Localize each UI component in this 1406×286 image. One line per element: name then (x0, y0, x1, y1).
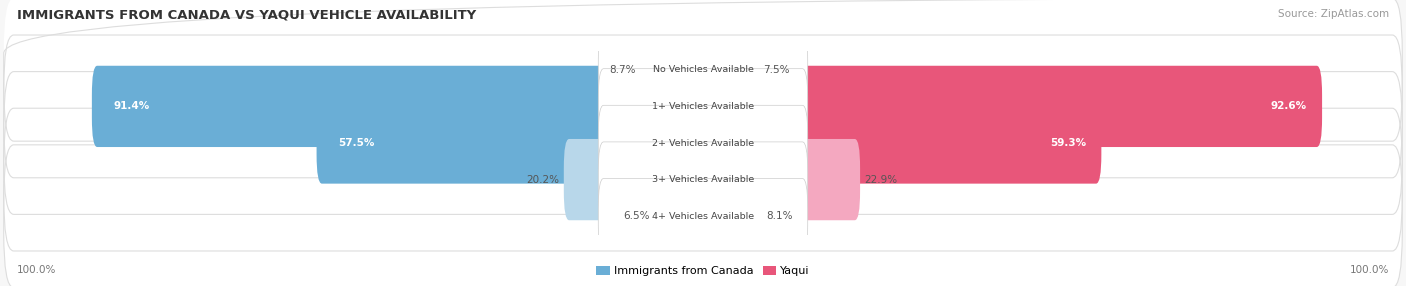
FancyBboxPatch shape (599, 178, 807, 254)
Text: 59.3%: 59.3% (1050, 138, 1085, 148)
FancyBboxPatch shape (4, 108, 1402, 251)
Text: No Vehicles Available: No Vehicles Available (652, 65, 754, 74)
Text: Source: ZipAtlas.com: Source: ZipAtlas.com (1278, 9, 1389, 19)
FancyBboxPatch shape (316, 102, 709, 184)
Text: 20.2%: 20.2% (526, 175, 560, 184)
Text: 2+ Vehicles Available: 2+ Vehicles Available (652, 138, 754, 148)
Text: 1+ Vehicles Available: 1+ Vehicles Available (652, 102, 754, 111)
FancyBboxPatch shape (697, 29, 758, 110)
Text: 8.1%: 8.1% (766, 211, 793, 221)
FancyBboxPatch shape (564, 139, 709, 220)
FancyBboxPatch shape (4, 72, 1402, 214)
Text: 3+ Vehicles Available: 3+ Vehicles Available (652, 175, 754, 184)
FancyBboxPatch shape (697, 139, 860, 220)
FancyBboxPatch shape (4, 35, 1402, 178)
Text: 22.9%: 22.9% (865, 175, 898, 184)
FancyBboxPatch shape (697, 176, 762, 257)
FancyBboxPatch shape (91, 66, 709, 147)
FancyBboxPatch shape (599, 142, 807, 217)
FancyBboxPatch shape (4, 145, 1402, 286)
Text: 100.0%: 100.0% (1350, 265, 1389, 275)
Legend: Immigrants from Canada, Yaqui: Immigrants from Canada, Yaqui (592, 261, 814, 281)
Text: 7.5%: 7.5% (762, 65, 789, 75)
FancyBboxPatch shape (599, 105, 807, 181)
FancyBboxPatch shape (697, 66, 1322, 147)
Text: 57.5%: 57.5% (339, 138, 375, 148)
Text: 92.6%: 92.6% (1271, 102, 1306, 111)
Text: 8.7%: 8.7% (609, 65, 636, 75)
Text: 6.5%: 6.5% (623, 211, 650, 221)
FancyBboxPatch shape (599, 69, 807, 144)
Text: IMMIGRANTS FROM CANADA VS YAQUI VEHICLE AVAILABILITY: IMMIGRANTS FROM CANADA VS YAQUI VEHICLE … (17, 9, 477, 21)
FancyBboxPatch shape (655, 176, 709, 257)
Text: 100.0%: 100.0% (17, 265, 56, 275)
FancyBboxPatch shape (640, 29, 709, 110)
FancyBboxPatch shape (697, 102, 1101, 184)
Text: 91.4%: 91.4% (114, 102, 150, 111)
Text: 4+ Vehicles Available: 4+ Vehicles Available (652, 212, 754, 221)
FancyBboxPatch shape (4, 0, 1402, 141)
FancyBboxPatch shape (599, 32, 807, 108)
